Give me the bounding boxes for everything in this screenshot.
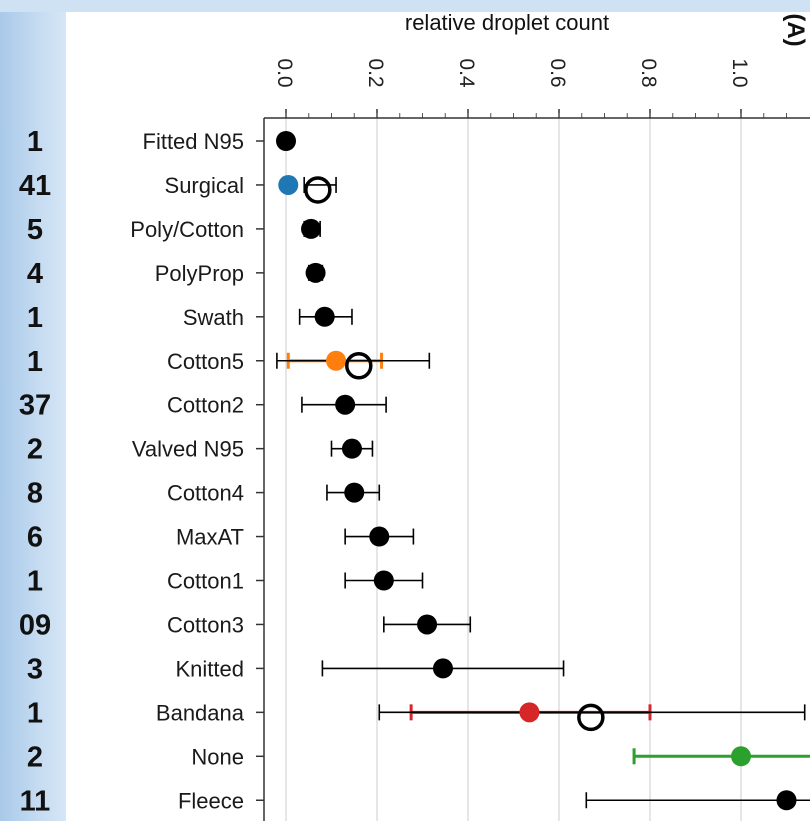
data-point-open (345, 352, 373, 380)
side-number: 6 (27, 522, 43, 554)
category-label: Poly/Cotton (130, 217, 244, 242)
x-tick-label: 0.4 (455, 58, 478, 88)
data-point (776, 790, 797, 811)
data-point (278, 174, 299, 195)
data-point (373, 570, 394, 591)
data-point (276, 131, 296, 151)
data-point (301, 218, 322, 239)
data-points (276, 131, 797, 811)
x-tick-label: 0.6 (546, 58, 569, 87)
category-label: Valved N95 (132, 437, 244, 462)
side-number: 1 (27, 566, 43, 598)
data-point (341, 438, 362, 459)
x-tick-label: 1.0 (728, 58, 751, 87)
category-label: MaxAT (176, 525, 244, 550)
panel-label: (A) (782, 13, 809, 46)
side-number: 8 (27, 478, 43, 510)
side-number: 09 (19, 609, 51, 641)
side-number: 41 (19, 170, 51, 202)
x-axis-title: relative droplet count (405, 10, 609, 35)
data-point (731, 746, 751, 767)
category-label: Fitted N95 (143, 129, 245, 154)
category-label: Cotton4 (167, 481, 244, 506)
data-point (326, 350, 347, 371)
category-label: Surgical (165, 173, 244, 198)
data-point (369, 526, 390, 547)
category-label: Cotton1 (167, 569, 244, 594)
side-number: 37 (19, 390, 51, 422)
data-point (417, 614, 438, 635)
labels: relative droplet count (A) Fitted N95 1 Su… (19, 10, 809, 817)
left-sidebar-strip (0, 0, 66, 821)
data-point (432, 658, 453, 679)
side-number: 4 (27, 258, 43, 290)
side-number: 1 (27, 302, 43, 334)
x-tick-label: 0.0 (273, 58, 296, 87)
side-number: 1 (27, 346, 43, 378)
category-label: Cotton3 (167, 612, 244, 637)
category-label: PolyProp (155, 261, 244, 286)
top-band (0, 0, 810, 12)
category-label: Fleece (178, 788, 244, 813)
data-point (519, 702, 540, 723)
category-label: None (191, 744, 244, 769)
data-point-open (577, 703, 605, 732)
side-number: 3 (27, 653, 43, 685)
side-number: 5 (27, 214, 43, 246)
data-point-open (304, 176, 332, 204)
side-number: 11 (20, 785, 51, 817)
data-point (344, 482, 365, 503)
side-number: 1 (27, 126, 43, 158)
data-point (335, 394, 356, 415)
x-tick-label: 0.2 (364, 58, 387, 87)
side-number: 1 (27, 697, 43, 729)
axes: 0.0 0.2 0.4 0.6 0.8 1.0 (256, 58, 810, 821)
data-point (305, 262, 326, 283)
data-point (314, 306, 335, 327)
category-label: Knitted (176, 656, 245, 681)
category-label: Cotton5 (167, 349, 244, 374)
category-label: Swath (183, 305, 244, 330)
side-number: 2 (27, 434, 43, 466)
category-label: Bandana (156, 700, 245, 725)
x-tick-label: 0.8 (637, 58, 660, 87)
side-number: 2 (27, 741, 43, 773)
grid-lines (285, 118, 742, 821)
category-label: Cotton2 (167, 393, 244, 418)
